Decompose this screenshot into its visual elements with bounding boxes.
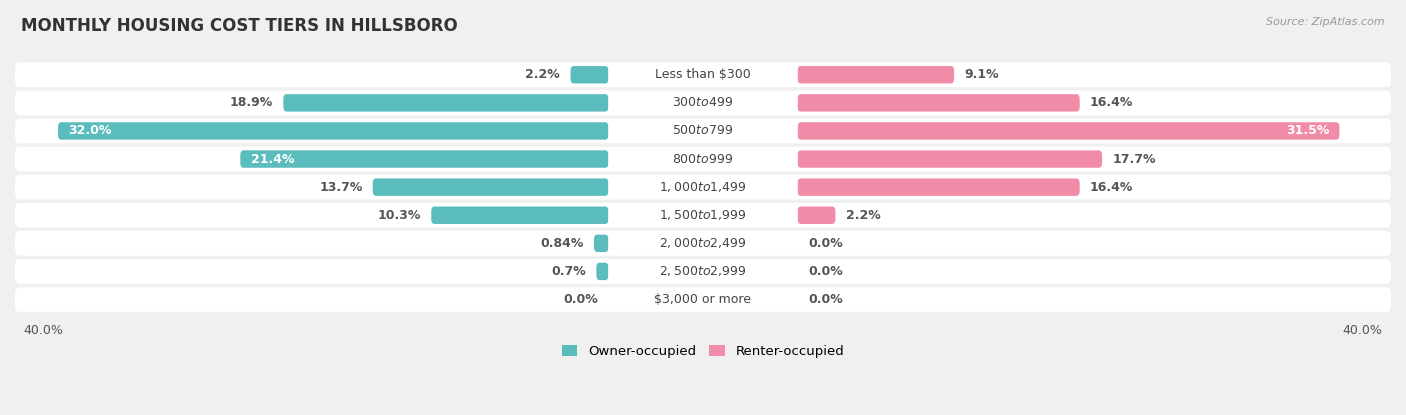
FancyBboxPatch shape	[609, 233, 797, 254]
FancyBboxPatch shape	[609, 205, 797, 225]
Text: $500 to $799: $500 to $799	[672, 124, 734, 137]
Text: 0.0%: 0.0%	[808, 237, 842, 250]
FancyBboxPatch shape	[609, 261, 797, 281]
Text: 18.9%: 18.9%	[229, 96, 273, 110]
FancyBboxPatch shape	[609, 289, 797, 310]
FancyBboxPatch shape	[797, 122, 1340, 140]
Text: MONTHLY HOUSING COST TIERS IN HILLSBORO: MONTHLY HOUSING COST TIERS IN HILLSBORO	[21, 17, 458, 34]
Text: 2.2%: 2.2%	[526, 68, 560, 81]
Text: 0.7%: 0.7%	[551, 265, 586, 278]
Text: $800 to $999: $800 to $999	[672, 153, 734, 166]
FancyBboxPatch shape	[797, 178, 1080, 196]
FancyBboxPatch shape	[609, 177, 797, 197]
FancyBboxPatch shape	[432, 207, 609, 224]
FancyBboxPatch shape	[797, 207, 835, 224]
Text: 13.7%: 13.7%	[319, 181, 363, 194]
Text: 21.4%: 21.4%	[250, 153, 294, 166]
FancyBboxPatch shape	[797, 150, 1102, 168]
Text: Source: ZipAtlas.com: Source: ZipAtlas.com	[1267, 17, 1385, 27]
Text: $2,000 to $2,499: $2,000 to $2,499	[659, 236, 747, 250]
Text: 0.84%: 0.84%	[540, 237, 583, 250]
Text: $3,000 or more: $3,000 or more	[655, 293, 751, 306]
FancyBboxPatch shape	[15, 119, 1391, 143]
Text: 10.3%: 10.3%	[378, 209, 420, 222]
FancyBboxPatch shape	[15, 146, 1391, 171]
FancyBboxPatch shape	[797, 66, 955, 83]
Text: 2.2%: 2.2%	[846, 209, 880, 222]
Text: $1,000 to $1,499: $1,000 to $1,499	[659, 180, 747, 194]
Text: 16.4%: 16.4%	[1090, 181, 1133, 194]
FancyBboxPatch shape	[609, 121, 797, 141]
FancyBboxPatch shape	[284, 94, 609, 112]
Legend: Owner-occupied, Renter-occupied: Owner-occupied, Renter-occupied	[557, 340, 849, 364]
Text: Less than $300: Less than $300	[655, 68, 751, 81]
FancyBboxPatch shape	[15, 90, 1391, 115]
Text: 40.0%: 40.0%	[24, 324, 63, 337]
FancyBboxPatch shape	[593, 234, 609, 252]
FancyBboxPatch shape	[609, 93, 797, 113]
Text: $1,500 to $1,999: $1,500 to $1,999	[659, 208, 747, 222]
Text: 16.4%: 16.4%	[1090, 96, 1133, 110]
Text: 9.1%: 9.1%	[965, 68, 1000, 81]
Text: 40.0%: 40.0%	[1343, 324, 1382, 337]
Text: $300 to $499: $300 to $499	[672, 96, 734, 110]
FancyBboxPatch shape	[58, 122, 609, 140]
FancyBboxPatch shape	[609, 65, 797, 85]
FancyBboxPatch shape	[571, 66, 609, 83]
Text: 17.7%: 17.7%	[1112, 153, 1156, 166]
FancyBboxPatch shape	[15, 62, 1391, 87]
FancyBboxPatch shape	[240, 150, 609, 168]
Text: 32.0%: 32.0%	[69, 124, 111, 137]
FancyBboxPatch shape	[609, 149, 797, 169]
Text: $2,500 to $2,999: $2,500 to $2,999	[659, 264, 747, 278]
FancyBboxPatch shape	[15, 259, 1391, 284]
FancyBboxPatch shape	[797, 94, 1080, 112]
Text: 0.0%: 0.0%	[808, 293, 842, 306]
FancyBboxPatch shape	[15, 287, 1391, 312]
Text: 0.0%: 0.0%	[808, 265, 842, 278]
Text: 0.0%: 0.0%	[564, 293, 598, 306]
FancyBboxPatch shape	[596, 263, 609, 280]
FancyBboxPatch shape	[15, 231, 1391, 256]
FancyBboxPatch shape	[373, 178, 609, 196]
FancyBboxPatch shape	[15, 175, 1391, 200]
Text: 31.5%: 31.5%	[1285, 124, 1329, 137]
FancyBboxPatch shape	[15, 203, 1391, 227]
